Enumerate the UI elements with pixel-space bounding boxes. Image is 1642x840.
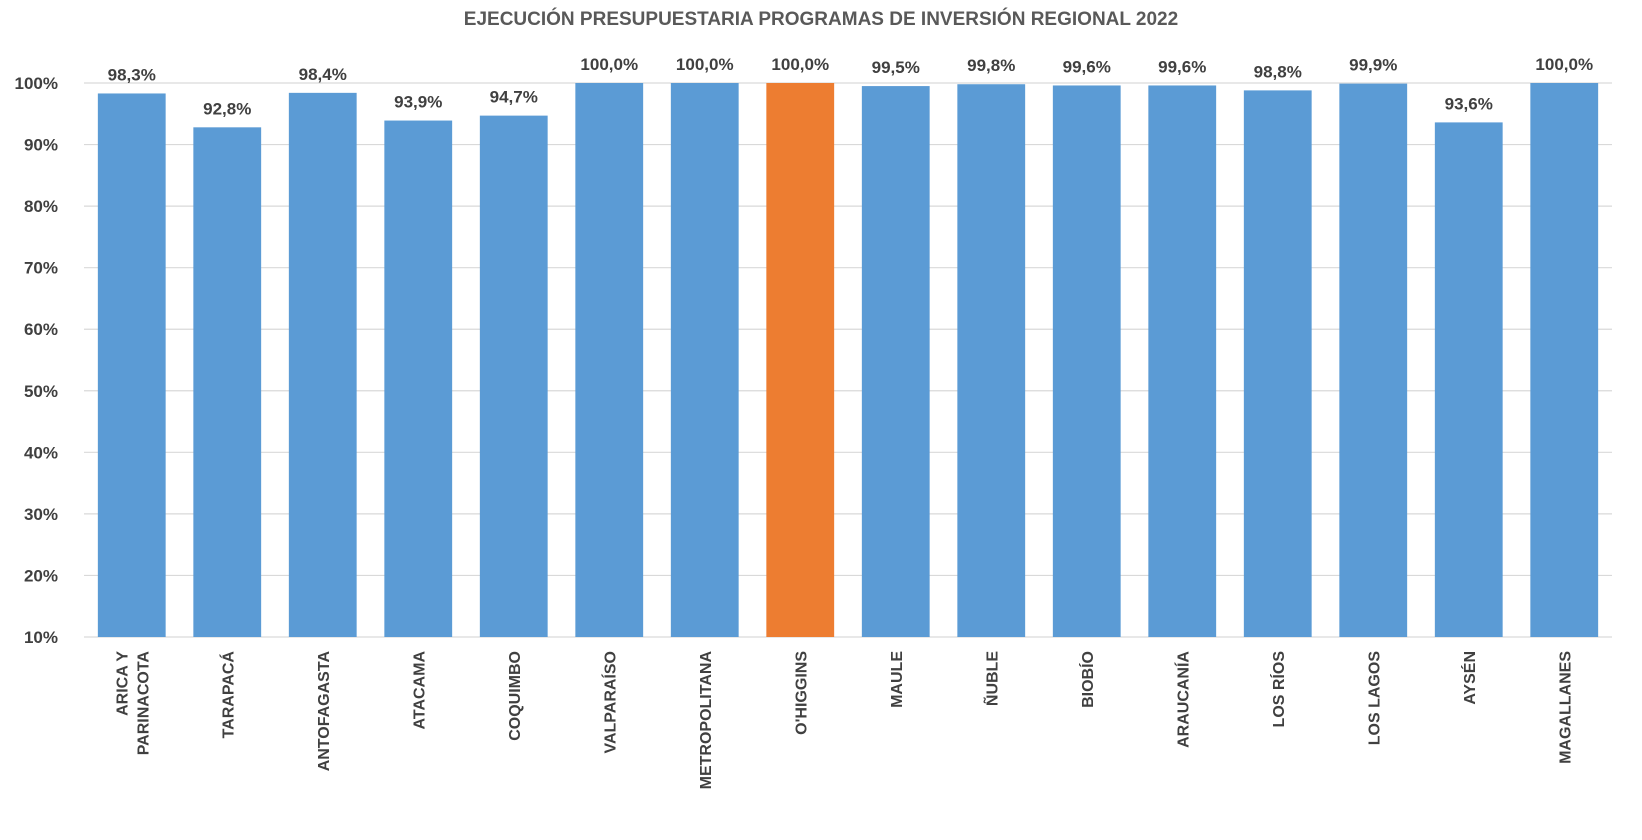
data-label: 99,5% — [872, 58, 920, 77]
data-label: 99,6% — [1158, 57, 1206, 76]
x-tick-label: ARAUCANÍA — [1173, 651, 1192, 748]
x-tick-label: ÑUBLE — [981, 651, 1001, 706]
x-axis-ticks: ARICA Y PARINACOTA TARAPACÁ ANTOFAGASTA ATAC… — [114, 651, 1574, 790]
bar — [1434, 122, 1503, 637]
x-tick-label: BIOBÍO — [1078, 651, 1097, 708]
bar — [97, 93, 166, 637]
y-tick-label: 20% — [24, 566, 58, 585]
x-tick-label-line: PARINACOTA — [135, 651, 152, 756]
x-tick-label-line: COQUIMBO — [507, 651, 524, 741]
y-tick-label: 90% — [24, 136, 58, 155]
x-tick-label-line: TARAPACÁ — [218, 651, 237, 739]
bar — [957, 84, 1026, 638]
x-tick-label: METROPOLITANA — [698, 651, 715, 790]
bar — [288, 92, 357, 638]
x-tick-label: ARICA Y PARINACOTA — [114, 651, 152, 756]
x-tick-label: AYSÉN — [1460, 651, 1479, 705]
bar — [384, 120, 453, 637]
bar — [479, 115, 548, 637]
y-tick-label: 10% — [24, 628, 58, 647]
x-tick-label-line: ANTOFAGASTA — [316, 651, 333, 772]
data-label: 98,4% — [299, 65, 347, 84]
x-tick-label-line: MAGALLANES — [1557, 651, 1574, 764]
x-tick-label: ANTOFAGASTA — [316, 651, 333, 772]
data-label: 93,9% — [394, 93, 442, 112]
x-tick-label: ATACAMA — [411, 651, 428, 730]
data-label: 100,0% — [771, 55, 829, 74]
x-tick-label-line: LOS LAGOS — [1366, 651, 1383, 746]
x-tick-label: VALPARAÍSO — [600, 651, 619, 754]
bar — [575, 83, 644, 637]
data-label: 100,0% — [1535, 55, 1593, 74]
data-label: 100,0% — [676, 55, 734, 74]
bar — [766, 83, 835, 637]
x-tick-label-line: AYSÉN — [1460, 651, 1479, 705]
data-label: 94,7% — [490, 88, 538, 107]
data-label: 100,0% — [580, 55, 638, 74]
y-tick-label: 70% — [24, 259, 58, 278]
bar — [1530, 83, 1599, 637]
data-label: 99,6% — [1063, 57, 1111, 76]
y-axis-ticks: 10% 20% 30% 40% 50% 60% 70% 80% 90% 100% — [15, 74, 58, 647]
x-tick-label-line: LOS RÍOS — [1269, 651, 1288, 728]
x-tick-label-line: O'HIGGINS — [793, 651, 810, 735]
bar — [1339, 83, 1408, 638]
bar — [1243, 90, 1312, 638]
data-label: 98,3% — [108, 65, 156, 84]
y-tick-label: 100% — [15, 74, 58, 93]
chart-title: EJECUCIÓN PRESUPUESTARIA PROGRAMAS DE IN… — [464, 8, 1178, 30]
data-label: 98,8% — [1254, 62, 1302, 81]
x-tick-label-line: MAULE — [889, 651, 906, 708]
y-tick-label: 30% — [24, 505, 58, 524]
bar — [1148, 85, 1217, 637]
y-tick-label: 40% — [24, 443, 58, 462]
x-tick-label-line: ATACAMA — [411, 651, 428, 730]
x-tick-label-line: ÑUBLE — [981, 651, 1001, 706]
x-tick-label: O'HIGGINS — [793, 651, 810, 735]
x-tick-label-line: ARICA Y — [114, 651, 131, 716]
y-tick-label: 50% — [24, 382, 58, 401]
x-tick-label-line: METROPOLITANA — [698, 651, 715, 790]
data-label: 99,9% — [1349, 56, 1397, 75]
x-tick-label-line: VALPARAÍSO — [600, 651, 619, 754]
data-labels: 98,3% 92,8% 98,4% 93,9% 94,7% 100,0% 100,0% 100… — [108, 55, 1593, 118]
x-tick-label: TARAPACÁ — [218, 651, 237, 739]
data-label: 93,6% — [1445, 94, 1493, 113]
y-tick-label: 80% — [24, 197, 58, 216]
x-tick-label: MAGALLANES — [1557, 651, 1574, 764]
data-label: 99,8% — [967, 56, 1015, 75]
x-tick-label: MAULE — [889, 651, 906, 708]
data-label: 92,8% — [203, 99, 251, 118]
x-tick-label: LOS RÍOS — [1269, 651, 1288, 728]
bars — [97, 83, 1599, 638]
bar — [861, 86, 930, 638]
y-tick-label: 60% — [24, 320, 58, 339]
x-tick-label-line: ARAUCANÍA — [1173, 651, 1192, 748]
x-tick-label-line: BIOBÍO — [1078, 651, 1097, 708]
bar — [670, 83, 739, 637]
x-tick-label: COQUIMBO — [507, 651, 524, 741]
bar — [1052, 85, 1121, 637]
x-tick-label: LOS LAGOS — [1366, 651, 1383, 746]
bar — [193, 127, 262, 637]
